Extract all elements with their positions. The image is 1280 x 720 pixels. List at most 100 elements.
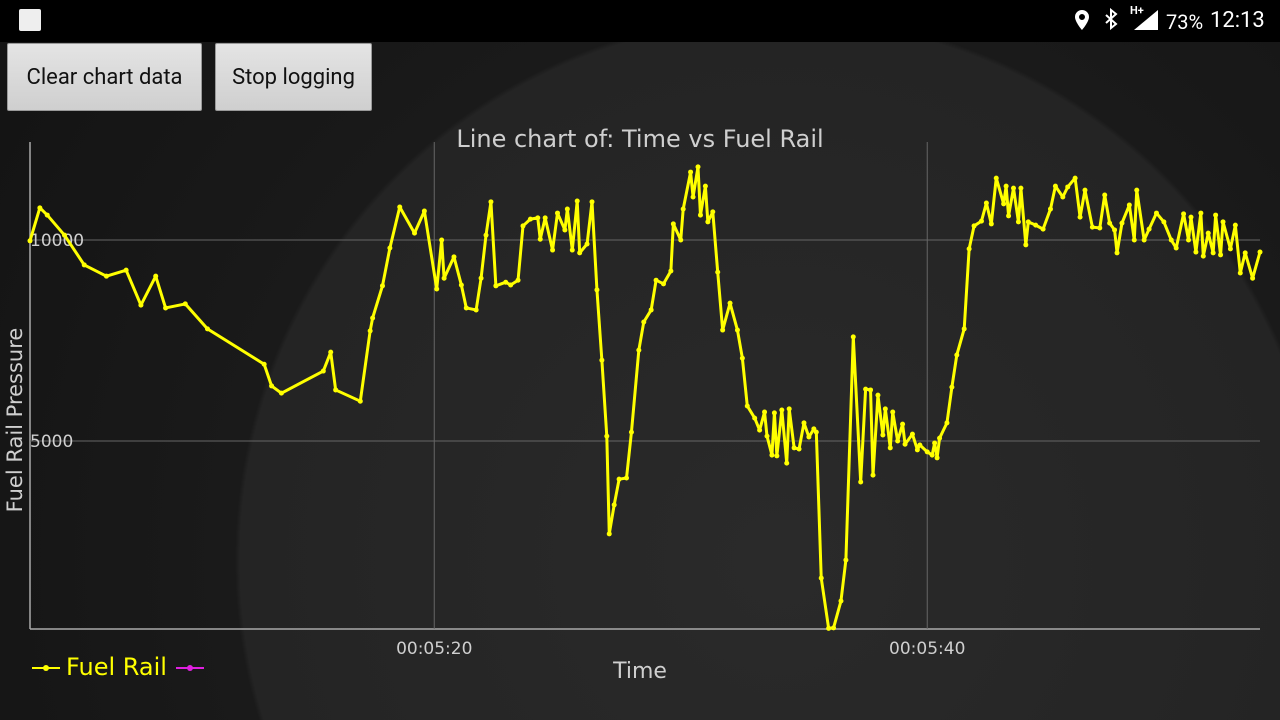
data-point bbox=[1011, 185, 1017, 191]
data-point bbox=[875, 392, 881, 398]
data-point bbox=[653, 277, 659, 283]
data-point bbox=[720, 327, 726, 333]
data-point bbox=[554, 210, 560, 216]
data-point bbox=[882, 406, 888, 412]
data-point bbox=[771, 410, 777, 416]
data-point bbox=[715, 269, 721, 275]
stop-button[interactable]: Stop logging bbox=[215, 43, 372, 111]
data-point bbox=[569, 247, 575, 253]
data-point bbox=[954, 352, 960, 358]
data-point bbox=[668, 268, 674, 274]
data-point bbox=[503, 279, 509, 285]
data-point bbox=[1134, 187, 1140, 193]
data-point bbox=[153, 273, 159, 279]
data-point bbox=[1257, 249, 1263, 255]
data-point bbox=[880, 432, 886, 438]
status-bar: H+ 73% 12:13 bbox=[0, 0, 1280, 42]
data-point bbox=[379, 283, 385, 289]
data-point bbox=[508, 282, 514, 288]
data-point bbox=[1089, 224, 1095, 230]
data-point bbox=[988, 221, 994, 227]
data-point bbox=[902, 441, 908, 447]
data-point bbox=[387, 245, 393, 251]
data-point bbox=[1052, 183, 1058, 189]
data-point bbox=[604, 433, 610, 439]
data-point bbox=[850, 334, 856, 340]
data-point bbox=[562, 227, 568, 233]
data-point bbox=[488, 199, 494, 205]
data-point bbox=[1146, 226, 1152, 232]
data-point bbox=[577, 250, 583, 256]
data-point bbox=[917, 442, 923, 448]
data-point bbox=[648, 307, 654, 313]
data-point bbox=[616, 476, 622, 482]
data-point bbox=[520, 223, 526, 229]
data-point bbox=[1112, 227, 1118, 233]
data-point bbox=[564, 206, 570, 212]
data-point bbox=[550, 247, 556, 253]
data-point bbox=[542, 215, 548, 221]
data-point bbox=[535, 215, 541, 221]
data-point bbox=[527, 216, 533, 222]
data-point bbox=[818, 575, 824, 581]
data-point bbox=[660, 281, 666, 287]
data-point bbox=[744, 403, 750, 409]
x-tick-label: 00:05:40 bbox=[889, 639, 965, 659]
y-axis-label: Fuel Rail Pressure bbox=[3, 328, 27, 513]
data-point bbox=[624, 475, 630, 481]
data-point bbox=[1003, 183, 1009, 189]
data-point bbox=[1018, 185, 1024, 191]
data-point bbox=[858, 479, 864, 485]
data-point bbox=[1102, 192, 1108, 198]
data-point bbox=[690, 194, 696, 200]
data-point bbox=[929, 452, 935, 458]
data-point bbox=[138, 302, 144, 308]
notification-icon bbox=[19, 9, 41, 31]
data-point bbox=[1250, 275, 1256, 281]
data-point bbox=[1242, 250, 1248, 256]
data-point bbox=[695, 164, 701, 170]
chart-title: Line chart of: Time vs Fuel Rail bbox=[456, 125, 823, 153]
data-point bbox=[584, 241, 590, 247]
data-point bbox=[1237, 270, 1243, 276]
data-point bbox=[1060, 194, 1066, 200]
data-point bbox=[1205, 230, 1211, 236]
data-point bbox=[367, 328, 373, 334]
data-point bbox=[163, 305, 169, 311]
data-point bbox=[863, 386, 869, 392]
data-point bbox=[890, 409, 896, 415]
data-point bbox=[796, 446, 802, 452]
data-point bbox=[949, 384, 955, 390]
data-point bbox=[439, 237, 445, 243]
data-point bbox=[441, 275, 447, 281]
clock: 12:13 bbox=[1210, 8, 1265, 33]
data-point bbox=[1077, 214, 1083, 220]
data-point bbox=[204, 326, 210, 332]
location-icon bbox=[1075, 10, 1089, 30]
data-point bbox=[769, 452, 775, 458]
data-point bbox=[937, 435, 943, 441]
data-point bbox=[739, 355, 745, 361]
x-axis-label: Time bbox=[612, 659, 667, 684]
data-point bbox=[370, 315, 376, 321]
clear-button[interactable]: Clear chart data bbox=[7, 43, 202, 111]
data-point bbox=[1082, 187, 1088, 193]
data-point bbox=[868, 387, 874, 393]
data-point bbox=[757, 427, 763, 433]
data-point bbox=[589, 199, 595, 205]
data-point bbox=[978, 218, 984, 224]
data-point bbox=[966, 246, 972, 252]
data-point bbox=[944, 420, 950, 426]
data-point bbox=[813, 429, 819, 435]
legend-label: Fuel Rail bbox=[66, 653, 167, 681]
data-point bbox=[611, 502, 617, 508]
data-point bbox=[1001, 201, 1007, 207]
data-point bbox=[764, 433, 770, 439]
data-point bbox=[397, 204, 403, 210]
data-point bbox=[328, 349, 334, 355]
data-point bbox=[1107, 220, 1113, 226]
data-point bbox=[934, 455, 940, 461]
data-point bbox=[1181, 211, 1187, 217]
data-point bbox=[599, 357, 605, 363]
data-point bbox=[320, 368, 326, 374]
